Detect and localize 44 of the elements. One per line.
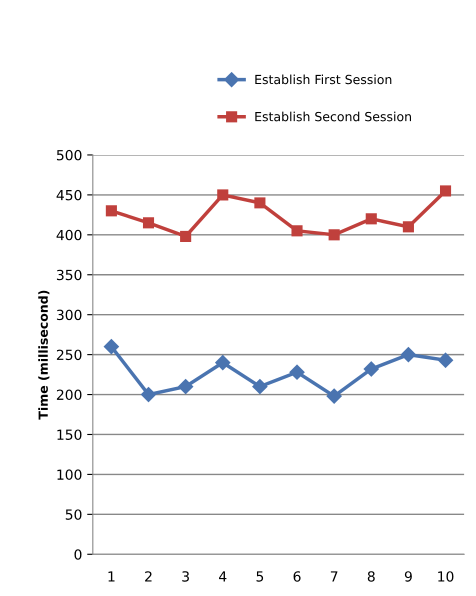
x-tick-label: 3 bbox=[182, 571, 189, 582]
point bbox=[142, 217, 154, 228]
y-tick-label: 250 bbox=[56, 350, 82, 360]
y-tick-label: 0 bbox=[74, 549, 82, 560]
y-tick-label: 300 bbox=[56, 310, 82, 320]
x-tick-label: 1 bbox=[108, 571, 115, 582]
y-tick-label: 150 bbox=[57, 429, 82, 440]
y-axis-title: Time (millisecond) bbox=[38, 290, 50, 420]
y-tick-label: 500 bbox=[56, 150, 82, 160]
x-tick-label: 6 bbox=[294, 571, 301, 582]
y-tick-label: 200 bbox=[56, 390, 82, 400]
y-tick-label: 400 bbox=[56, 230, 82, 240]
point bbox=[402, 221, 414, 232]
x-tick-label: 5 bbox=[256, 571, 264, 582]
point bbox=[104, 339, 119, 354]
x-tick-label: 8 bbox=[368, 571, 375, 582]
point bbox=[215, 355, 230, 370]
x-tick-label: 2 bbox=[145, 571, 152, 582]
legend-label: Establish Second Session bbox=[255, 112, 411, 122]
point bbox=[178, 378, 194, 394]
y-tick-label: 100 bbox=[57, 469, 82, 480]
point bbox=[254, 197, 266, 208]
point bbox=[366, 213, 377, 224]
y-tick-label: 450 bbox=[56, 190, 82, 200]
point bbox=[291, 225, 303, 236]
point bbox=[328, 229, 340, 240]
point bbox=[364, 361, 379, 377]
point bbox=[217, 189, 228, 200]
x-tick-label: 4 bbox=[219, 571, 226, 582]
x-tick-label: 10 bbox=[438, 571, 454, 582]
point bbox=[440, 185, 452, 196]
point bbox=[140, 386, 156, 402]
point bbox=[400, 347, 416, 362]
x-tick-label: 9 bbox=[404, 571, 412, 582]
point bbox=[106, 205, 117, 216]
point bbox=[180, 230, 192, 242]
point bbox=[289, 364, 305, 380]
y-tick-label: 50 bbox=[66, 509, 82, 520]
legend-label: Establish First Session bbox=[255, 74, 392, 84]
point bbox=[252, 378, 268, 394]
x-tick-label: 7 bbox=[330, 571, 338, 582]
point bbox=[326, 388, 342, 404]
point bbox=[438, 352, 454, 368]
y-tick-label: 350 bbox=[56, 270, 82, 280]
